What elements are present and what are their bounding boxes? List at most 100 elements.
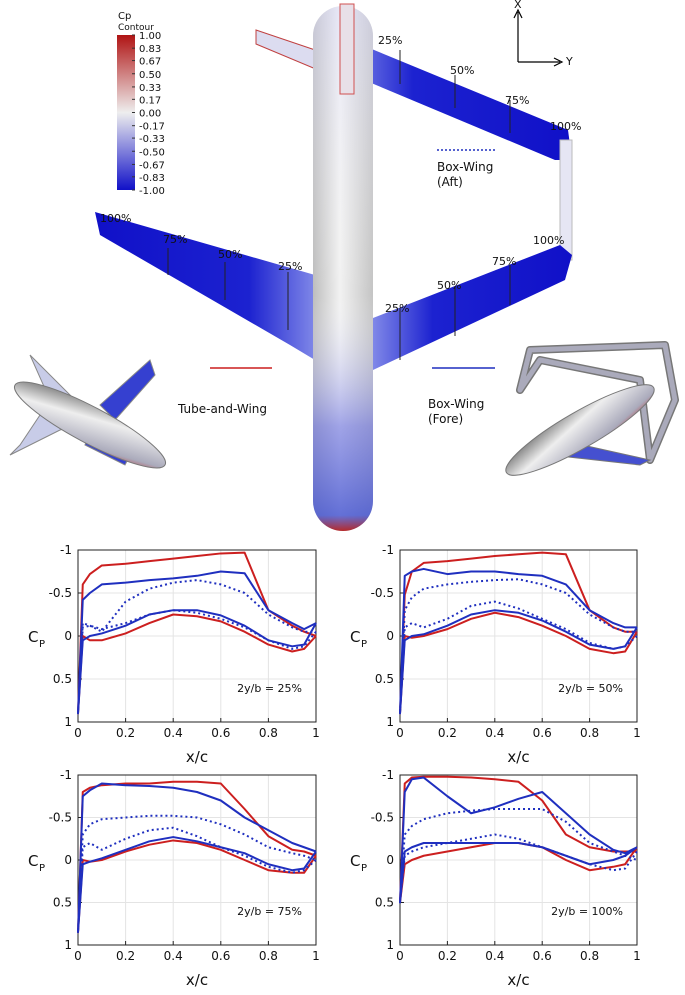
y-axis-label-subscript: P — [361, 863, 367, 874]
colorbar-subtitle: Contour — [118, 23, 154, 33]
y-tick-label: -0.5 — [49, 811, 72, 825]
y-tick-label: -1 — [60, 543, 72, 557]
fuselage-cp — [313, 6, 373, 531]
colorbar-tick-label: -1.00 — [139, 186, 165, 197]
annotation: 2y/b = 50% — [558, 682, 623, 695]
x-tick-label: 0.4 — [164, 949, 183, 963]
x-tick-label: 0.8 — [259, 726, 278, 740]
colorbar-tick-label: -0.17 — [139, 122, 165, 133]
plot-frame — [399, 774, 638, 946]
colorbar-tick-label: -0.67 — [139, 160, 165, 171]
legend-fore: Box-Wing (Fore) — [428, 397, 485, 426]
colorbar-title: Cp — [118, 11, 131, 22]
y-tick-label: 0 — [386, 629, 394, 643]
x-tick-label: 0.4 — [485, 726, 504, 740]
axis-x-label: X — [514, 0, 522, 11]
y-tick-label: 1 — [64, 938, 72, 952]
fin — [339, 3, 355, 95]
span-label: 100% — [100, 212, 131, 225]
x-tick-label: 0.2 — [116, 726, 135, 740]
chord-lines — [167, 50, 511, 360]
axis-y-label: Y — [565, 55, 573, 68]
cp-chart: -1-0.500.510 0.2 0.4 0.6 0.8 1x/cC P2y/b = 100… — [350, 768, 641, 989]
span-label: 50% — [218, 248, 242, 261]
colorbar-tick-label: 0.83 — [139, 44, 161, 55]
span-label: 75% — [505, 94, 529, 107]
y-axis-label: C — [350, 852, 360, 870]
span-label: 25% — [378, 34, 402, 47]
y-tick-label: 1 — [64, 715, 72, 729]
span-label: 100% — [550, 120, 581, 133]
cp-line — [77, 782, 317, 934]
colorbar-tick-label: -0.50 — [139, 147, 165, 158]
x-tick-label: 0.8 — [580, 726, 599, 740]
colorbar-tick-label: 0.67 — [139, 57, 161, 68]
x-axis-label: x/c — [507, 971, 529, 989]
y-tick-label: 0.5 — [375, 896, 394, 910]
cp-chart: -1-0.500.510 0.2 0.4 0.6 0.8 1x/cC P2y/b = 75% — [28, 768, 320, 989]
cp-chart: -1-0.500.510 0.2 0.4 0.6 0.8 1x/cC P2y/b = 50% — [350, 543, 641, 766]
x-tick-label: 0.6 — [533, 949, 552, 963]
y-tick-label: 0.5 — [375, 672, 394, 686]
x-tick-label: 0.6 — [211, 726, 230, 740]
x-tick-label: 0.2 — [438, 949, 457, 963]
y-tick-label: 0.5 — [53, 672, 72, 686]
legend-aft: Box-Wing (Aft) — [437, 160, 494, 189]
y-tick-label: 0 — [386, 853, 394, 867]
cp-line — [77, 579, 317, 715]
colorbar — [117, 35, 135, 190]
x-tick-label: 0 — [74, 949, 82, 963]
y-axis-label-subscript: P — [39, 639, 45, 650]
y-tick-label: 0 — [64, 853, 72, 867]
x-tick-label: 1 — [312, 726, 320, 740]
span-label: 25% — [278, 260, 302, 273]
y-tick-label: -1 — [60, 768, 72, 782]
x-tick-label: 1 — [633, 949, 641, 963]
colorbar-tick-label: -0.83 — [139, 173, 165, 184]
fore-wing-left — [95, 212, 315, 360]
x-tick-label: 0.6 — [533, 726, 552, 740]
y-axis-label: C — [28, 852, 38, 870]
span-label: 75% — [163, 233, 187, 246]
colorbar-tick-label: 0.50 — [139, 70, 161, 81]
y-tick-label: 1 — [386, 938, 394, 952]
x-tick-label: 0.6 — [211, 949, 230, 963]
annotation: 2y/b = 75% — [237, 905, 302, 918]
y-tick-label: -0.5 — [371, 586, 394, 600]
colorbar-tick-label: 0.00 — [139, 109, 161, 120]
x-axis-label: x/c — [186, 748, 208, 766]
span-label: 100% — [533, 234, 564, 247]
cp-line — [399, 808, 638, 904]
cp-line — [399, 776, 638, 904]
y-axis-label: C — [28, 628, 38, 646]
small-aircraft-left — [9, 354, 167, 469]
x-tick-label: 0.2 — [116, 949, 135, 963]
y-tick-label: -1 — [382, 543, 394, 557]
x-axis-label: x/c — [507, 748, 529, 766]
axis-triad — [513, 8, 564, 67]
x-tick-label: 0.2 — [438, 726, 457, 740]
x-tick-label: 0 — [74, 726, 82, 740]
y-tick-label: 0 — [64, 629, 72, 643]
x-tick-label: 0.8 — [259, 949, 278, 963]
y-tick-label: -0.5 — [49, 586, 72, 600]
colorbar-tick-label: 1.00 — [139, 31, 161, 42]
span-label: 25% — [385, 302, 409, 315]
colorbar-tick-label: 0.33 — [139, 83, 161, 94]
annotation: 2y/b = 100% — [551, 905, 623, 918]
colorbar-tick-label: -0.33 — [139, 134, 165, 145]
x-tick-label: 0.4 — [485, 949, 504, 963]
y-axis-label-subscript: P — [39, 863, 45, 874]
y-tick-label: 1 — [386, 715, 394, 729]
x-tick-label: 1 — [633, 726, 641, 740]
small-aircraft-right — [505, 341, 679, 476]
cp-line — [77, 570, 317, 715]
y-axis-label-subscript: P — [361, 639, 367, 650]
span-label: 50% — [450, 64, 474, 77]
x-tick-label: 0 — [396, 726, 404, 740]
span-label: 75% — [492, 255, 516, 268]
fore-wing-right — [373, 245, 572, 370]
y-axis-label: C — [350, 628, 360, 646]
